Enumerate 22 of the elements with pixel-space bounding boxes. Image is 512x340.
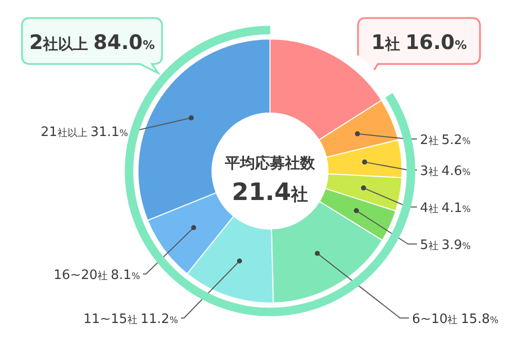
data-label: 8.1% (110, 268, 140, 283)
slice-label: 16~20社 (54, 268, 111, 283)
data-label: 4.1% (441, 201, 472, 216)
slice-label: 4社 (420, 201, 442, 216)
slice-label: 5社 (420, 238, 442, 253)
data-label: 5.2% (441, 133, 472, 148)
data-label: 15.8% (460, 312, 499, 327)
data-label: 16.0% (405, 30, 467, 54)
slice-label: 3社 (420, 164, 442, 179)
slice-label: 6~10社 (412, 312, 461, 327)
slice-label: 1社 (371, 30, 406, 54)
data-label: 3.9% (441, 238, 472, 253)
text: 平均応募社数 (224, 154, 316, 172)
slice-label: 21社以上 (40, 125, 90, 140)
slice-label: 2社以上 (29, 30, 94, 54)
slice-label: 2社 (420, 133, 442, 148)
data-label: 31.1% (90, 125, 128, 140)
slice-label: 11~15社 (83, 312, 140, 327)
text: 21.4社 (232, 178, 308, 206)
data-label: 4.6% (441, 164, 472, 179)
data-label: 11.2% (140, 312, 178, 327)
data-label: 84.0% (93, 30, 155, 54)
